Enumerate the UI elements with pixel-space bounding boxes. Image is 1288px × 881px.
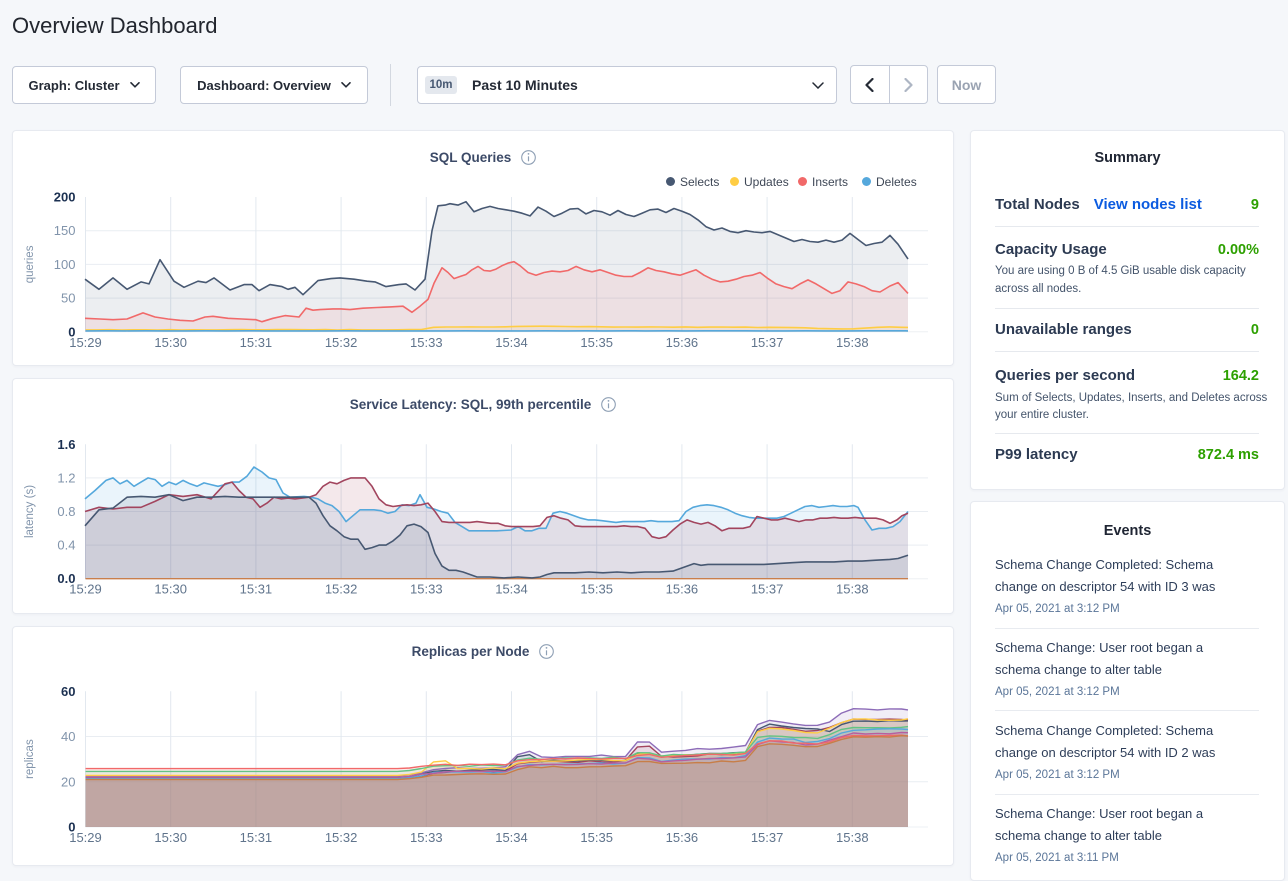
svg-text:15:29: 15:29 <box>69 582 102 597</box>
svg-text:15:29: 15:29 <box>69 830 102 845</box>
svg-text:15:30: 15:30 <box>154 582 187 597</box>
svg-text:15:37: 15:37 <box>751 335 784 350</box>
svg-text:15:38: 15:38 <box>836 830 869 845</box>
svg-text:15:32: 15:32 <box>325 335 358 350</box>
svg-text:150: 150 <box>54 223 76 238</box>
svg-text:15:34: 15:34 <box>495 830 528 845</box>
svg-text:0.0: 0.0 <box>57 571 75 586</box>
svg-text:60: 60 <box>61 684 75 699</box>
svg-text:15:31: 15:31 <box>240 830 273 845</box>
svg-text:1.2: 1.2 <box>57 470 75 485</box>
svg-text:20: 20 <box>61 774 75 789</box>
svg-text:15:37: 15:37 <box>751 582 784 597</box>
svg-text:15:35: 15:35 <box>580 335 613 350</box>
svg-text:15:32: 15:32 <box>325 582 358 597</box>
svg-text:100: 100 <box>54 257 76 272</box>
svg-text:latency (s): latency (s) <box>24 485 36 538</box>
svg-text:15:31: 15:31 <box>240 582 273 597</box>
svg-text:15:29: 15:29 <box>69 335 102 350</box>
svg-text:15:33: 15:33 <box>410 830 443 845</box>
svg-text:15:30: 15:30 <box>154 830 187 845</box>
svg-text:15:31: 15:31 <box>240 335 273 350</box>
svg-text:15:33: 15:33 <box>410 335 443 350</box>
svg-text:15:34: 15:34 <box>495 335 528 350</box>
svg-text:15:37: 15:37 <box>751 830 784 845</box>
svg-text:15:36: 15:36 <box>666 582 699 597</box>
svg-text:15:36: 15:36 <box>666 335 699 350</box>
svg-text:0: 0 <box>68 324 75 339</box>
svg-text:15:36: 15:36 <box>666 830 699 845</box>
svg-text:1.6: 1.6 <box>57 437 75 452</box>
svg-text:15:35: 15:35 <box>580 582 613 597</box>
svg-text:0.4: 0.4 <box>57 538 75 553</box>
svg-text:15:38: 15:38 <box>836 582 869 597</box>
svg-text:15:32: 15:32 <box>325 830 358 845</box>
svg-text:50: 50 <box>61 291 75 306</box>
svg-text:15:33: 15:33 <box>410 582 443 597</box>
svg-text:0.8: 0.8 <box>57 504 75 519</box>
svg-text:0: 0 <box>68 820 75 835</box>
svg-text:200: 200 <box>54 190 76 205</box>
svg-text:replicas: replicas <box>24 739 36 779</box>
svg-text:40: 40 <box>61 729 75 744</box>
svg-text:15:34: 15:34 <box>495 582 528 597</box>
svg-text:queries: queries <box>24 245 36 283</box>
svg-text:15:30: 15:30 <box>154 335 187 350</box>
svg-text:15:35: 15:35 <box>580 830 613 845</box>
svg-text:15:38: 15:38 <box>836 335 869 350</box>
